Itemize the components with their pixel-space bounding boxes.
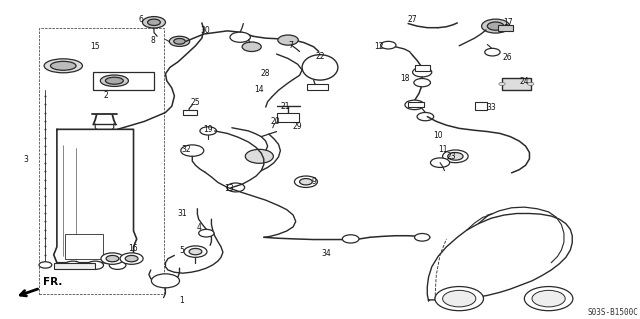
Text: 27: 27 xyxy=(408,15,417,24)
Bar xyxy=(182,110,196,115)
Circle shape xyxy=(120,253,143,264)
Text: 18: 18 xyxy=(400,74,410,83)
Circle shape xyxy=(242,42,261,51)
Bar xyxy=(307,84,328,90)
Text: 11: 11 xyxy=(438,145,448,154)
Circle shape xyxy=(342,235,359,243)
Text: 1: 1 xyxy=(179,296,184,305)
Text: 23: 23 xyxy=(446,152,456,161)
Bar xyxy=(502,78,531,90)
Circle shape xyxy=(65,261,81,269)
Circle shape xyxy=(170,36,189,47)
Circle shape xyxy=(443,290,476,307)
Circle shape xyxy=(443,150,468,163)
Bar xyxy=(93,72,154,90)
Text: 8: 8 xyxy=(150,36,155,45)
Text: 29: 29 xyxy=(293,122,303,131)
Circle shape xyxy=(125,256,138,262)
Bar xyxy=(415,65,431,70)
Circle shape xyxy=(527,82,534,85)
Text: 28: 28 xyxy=(261,69,271,78)
Circle shape xyxy=(184,246,207,257)
Circle shape xyxy=(417,113,434,121)
Circle shape xyxy=(87,261,104,269)
Text: 7: 7 xyxy=(289,41,294,50)
Circle shape xyxy=(448,152,463,160)
Bar xyxy=(474,102,487,110)
Circle shape xyxy=(198,229,214,237)
Circle shape xyxy=(245,149,273,163)
Text: 9: 9 xyxy=(311,177,316,186)
Circle shape xyxy=(101,253,124,264)
Bar xyxy=(497,25,513,31)
Circle shape xyxy=(414,78,431,87)
Text: 13: 13 xyxy=(224,184,234,193)
Text: 15: 15 xyxy=(90,42,100,51)
Circle shape xyxy=(106,256,119,262)
Circle shape xyxy=(499,82,505,85)
Text: FR.: FR. xyxy=(44,277,63,286)
Text: 2: 2 xyxy=(104,92,108,100)
Circle shape xyxy=(481,19,509,33)
Circle shape xyxy=(148,19,161,26)
Text: 33: 33 xyxy=(486,103,496,112)
Ellipse shape xyxy=(302,55,338,80)
Circle shape xyxy=(381,41,396,49)
Circle shape xyxy=(278,35,298,45)
Text: 16: 16 xyxy=(128,244,138,253)
Ellipse shape xyxy=(100,75,129,86)
Bar xyxy=(408,102,424,107)
Circle shape xyxy=(227,183,244,192)
Circle shape xyxy=(435,286,483,311)
Text: 21: 21 xyxy=(280,102,290,111)
Text: 24: 24 xyxy=(520,77,529,86)
Circle shape xyxy=(189,249,202,255)
Circle shape xyxy=(39,262,52,268)
Circle shape xyxy=(294,176,317,188)
Text: 6: 6 xyxy=(139,15,143,24)
Ellipse shape xyxy=(44,59,83,73)
Text: 3: 3 xyxy=(24,155,29,164)
Circle shape xyxy=(484,48,500,56)
Text: 17: 17 xyxy=(504,19,513,27)
Text: S03S-B1500C: S03S-B1500C xyxy=(587,308,638,317)
Circle shape xyxy=(300,179,312,185)
Text: 34: 34 xyxy=(321,249,332,258)
Circle shape xyxy=(200,127,216,135)
Text: 20: 20 xyxy=(271,117,280,126)
Text: 19: 19 xyxy=(204,125,213,134)
Ellipse shape xyxy=(106,77,124,84)
Bar xyxy=(39,28,164,294)
Circle shape xyxy=(524,286,573,311)
Circle shape xyxy=(230,32,250,42)
Circle shape xyxy=(173,39,185,44)
Circle shape xyxy=(431,158,450,167)
Text: 25: 25 xyxy=(191,98,200,107)
Text: 4: 4 xyxy=(196,223,201,232)
Text: 30: 30 xyxy=(200,26,210,35)
Text: 12: 12 xyxy=(374,42,383,51)
Text: 32: 32 xyxy=(181,145,191,154)
Text: 10: 10 xyxy=(433,131,443,140)
Circle shape xyxy=(143,17,166,28)
Circle shape xyxy=(413,67,432,77)
Circle shape xyxy=(405,100,424,110)
Circle shape xyxy=(415,234,430,241)
Circle shape xyxy=(152,274,179,288)
Bar xyxy=(54,263,95,269)
Circle shape xyxy=(532,290,565,307)
Text: 31: 31 xyxy=(177,209,187,218)
Text: 26: 26 xyxy=(502,53,512,62)
Text: 22: 22 xyxy=(316,52,324,61)
Bar xyxy=(276,113,299,122)
Ellipse shape xyxy=(51,61,76,70)
Text: 14: 14 xyxy=(255,85,264,94)
Text: 5: 5 xyxy=(179,246,184,255)
Bar xyxy=(65,234,103,259)
Circle shape xyxy=(487,22,504,30)
Circle shape xyxy=(109,261,126,269)
Circle shape xyxy=(180,145,204,156)
